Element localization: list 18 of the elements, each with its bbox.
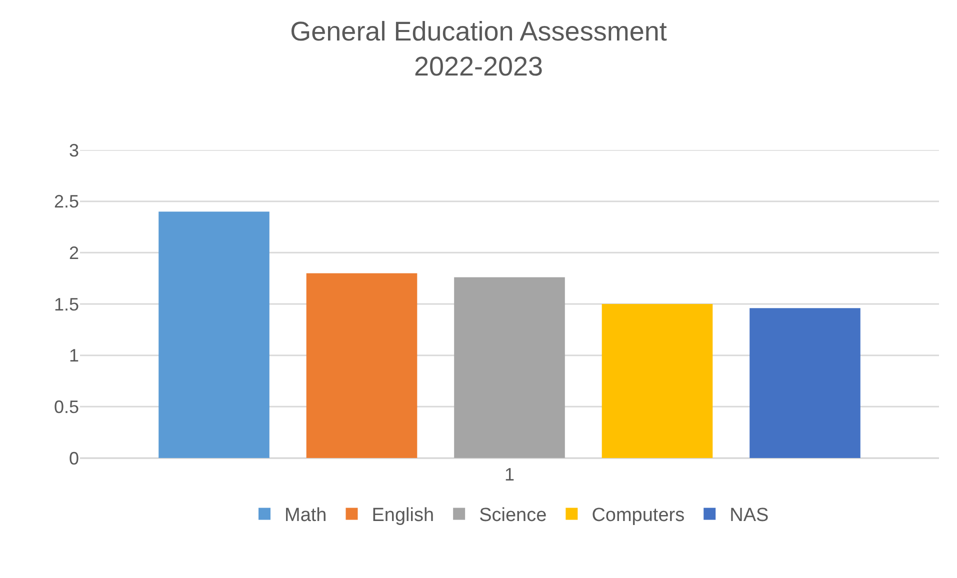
legend-label: Math (284, 505, 327, 526)
bar (306, 273, 418, 458)
bar (750, 308, 860, 458)
y-tick-label: 1 (68, 346, 79, 366)
y-tick-label: 0.5 (54, 396, 79, 417)
chart-title: General Education Assessment 2022-2023 (290, 16, 668, 82)
bar (158, 212, 270, 458)
y-tick-label: 3 (68, 140, 79, 160)
bar (602, 304, 713, 458)
y-tick-label: 2 (68, 242, 79, 263)
legend-label: NAS (730, 505, 769, 526)
legend-label: Computers (592, 505, 685, 526)
y-tick-label: 0 (68, 448, 79, 468)
bar (454, 277, 565, 458)
legend-label: Science (479, 505, 547, 526)
y-tick-label: 1.5 (54, 294, 79, 314)
legend-label: English (372, 505, 434, 526)
y-tick-label: 2.5 (54, 192, 79, 212)
